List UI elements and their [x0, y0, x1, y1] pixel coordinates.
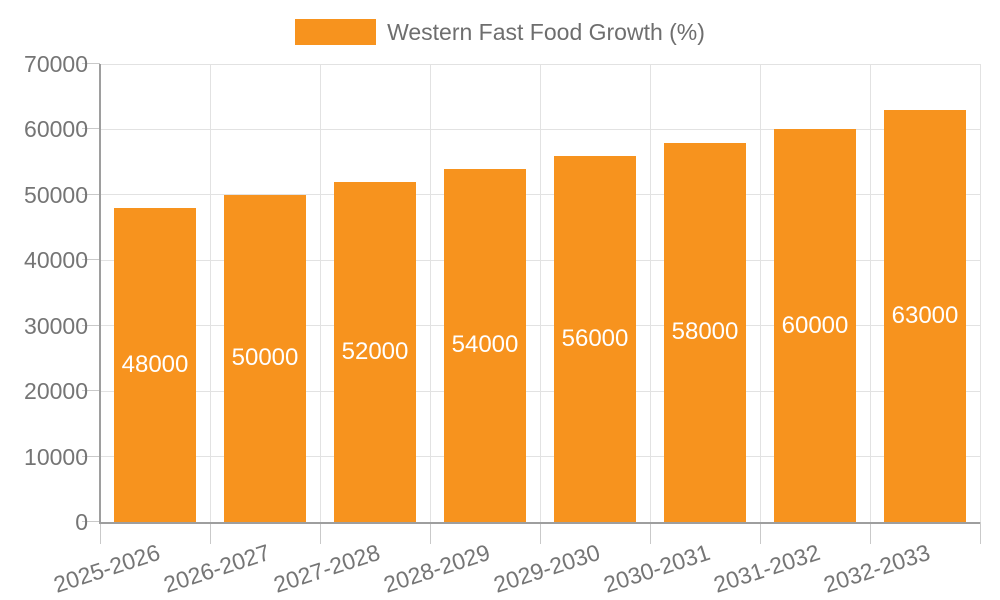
bar-value-label: 63000	[891, 301, 959, 329]
y-tick-label: 50000	[24, 181, 88, 208]
y-axis-tick	[82, 324, 100, 326]
y-axis-tick	[82, 193, 100, 195]
y-tick-label: 70000	[24, 51, 88, 77]
y-axis-tick	[82, 128, 100, 130]
bar[interactable]	[333, 181, 417, 522]
y-tick-label: 30000	[24, 312, 88, 339]
x-axis-tick	[539, 522, 541, 544]
y-tick-label: 60000	[24, 116, 88, 143]
y-axis-tick	[82, 390, 100, 392]
x-axis-tick	[759, 522, 761, 544]
y-axis-tick	[82, 259, 100, 261]
bar-value-label: 48000	[121, 350, 189, 378]
legend[interactable]: Western Fast Food Growth (%)	[0, 19, 1000, 45]
bar-value-label: 60000	[781, 311, 849, 339]
x-axis-tick	[209, 522, 211, 544]
y-axis-tick	[82, 455, 100, 457]
legend-swatch-icon	[295, 19, 377, 45]
vertical-gridline	[869, 64, 871, 522]
x-axis-tick	[99, 522, 101, 544]
vertical-gridline	[539, 64, 541, 522]
y-axis-line	[99, 64, 101, 524]
x-axis-tick	[649, 522, 651, 544]
vertical-gridline	[979, 64, 981, 522]
legend-label: Western Fast Food Growth (%)	[387, 19, 705, 45]
y-axis-tick	[82, 63, 100, 64]
vertical-gridline	[759, 64, 761, 522]
bar[interactable]	[663, 142, 747, 522]
x-axis-line	[100, 522, 980, 524]
bar[interactable]	[883, 109, 967, 522]
y-tick-label: 0	[75, 509, 88, 535]
y-tick-label: 40000	[24, 247, 88, 274]
bar[interactable]	[113, 207, 197, 522]
bar[interactable]	[553, 155, 637, 522]
bar-value-label: 52000	[341, 337, 409, 365]
vertical-gridline	[429, 64, 431, 522]
bar[interactable]	[773, 129, 857, 522]
x-axis-tick	[429, 522, 431, 544]
vertical-gridline	[649, 64, 651, 522]
x-axis-tick	[319, 522, 321, 544]
bar-value-label: 54000	[451, 331, 519, 359]
bar-value-label: 58000	[671, 318, 739, 346]
vertical-gridline	[319, 64, 321, 522]
bar-value-label: 56000	[561, 324, 629, 352]
x-axis-tick	[979, 522, 981, 544]
bar[interactable]	[443, 168, 527, 522]
x-axis-tick	[869, 522, 871, 544]
y-axis-tick	[82, 521, 100, 522]
y-tick-label: 10000	[24, 443, 88, 470]
y-tick-label: 20000	[24, 378, 88, 405]
vertical-gridline	[209, 64, 211, 522]
bar-value-label: 50000	[231, 344, 299, 372]
bar[interactable]	[223, 194, 307, 522]
